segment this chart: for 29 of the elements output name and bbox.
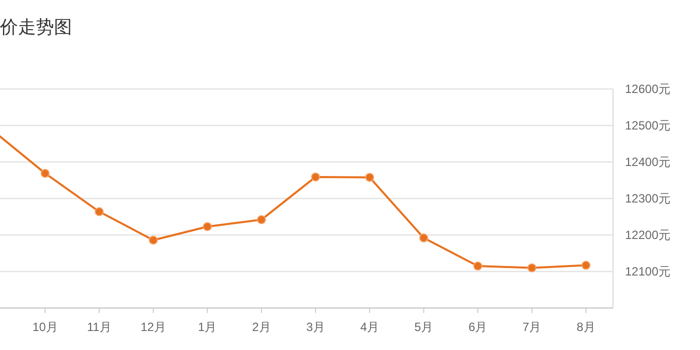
x-tick-label: 11月 [86, 320, 112, 334]
x-tick-label: 10月 [32, 320, 58, 334]
point [473, 262, 482, 271]
x-tick-label: 1月 [198, 320, 217, 334]
x-tick-label: 12月 [140, 320, 166, 334]
chart-title: 价走势图 [0, 17, 72, 37]
point [365, 172, 374, 182]
x-tick-label: 7月 [522, 320, 542, 334]
x-tick-label: 2月 [252, 320, 271, 334]
x-tick-label: 4月 [360, 320, 379, 334]
y-tick-label: 12100元 [625, 264, 670, 278]
x-tick-label: 3月 [306, 320, 325, 334]
point [40, 168, 50, 178]
y-tick-label: 12600元 [625, 82, 670, 96]
point [419, 233, 428, 242]
point [256, 215, 266, 224]
y-tick-label: 12300元 [625, 192, 670, 206]
y-tick-label: 12500元 [625, 118, 670, 132]
point [581, 260, 590, 270]
point [527, 263, 536, 272]
x-tick-label: 5月 [414, 320, 434, 334]
x-tick-label: 8月 [576, 320, 596, 334]
y-tick-label: 12400元 [625, 155, 670, 169]
point [94, 207, 104, 216]
point [202, 222, 212, 232]
y-tick-label: 12200元 [625, 228, 670, 242]
point [311, 172, 320, 182]
point [148, 236, 158, 245]
x-tick-label: 6月 [468, 320, 488, 334]
